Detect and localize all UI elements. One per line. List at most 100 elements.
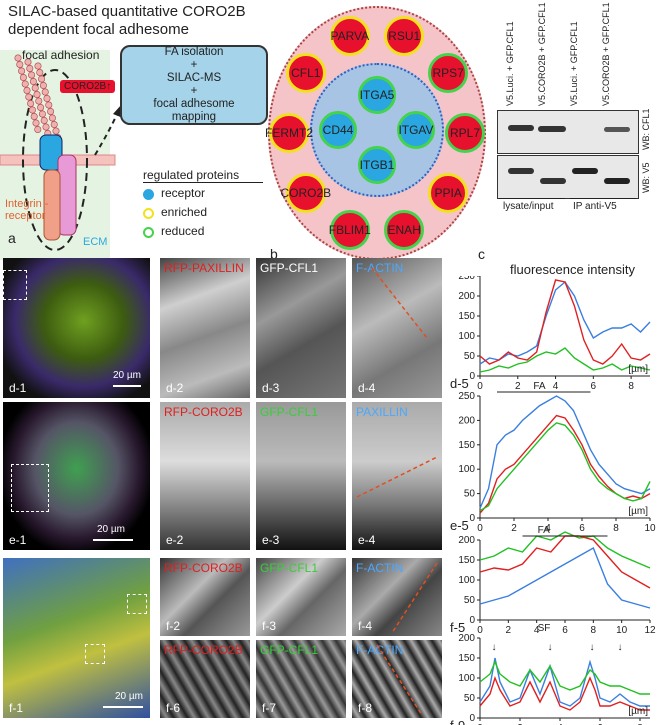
channel-d3: GFP-CFL1 (260, 261, 319, 275)
receptor-itgb1: ITGB1 (358, 146, 396, 184)
x-tick-label: 4 (553, 381, 559, 392)
y-tick-label: 0 (469, 513, 475, 524)
actin-bead (36, 68, 44, 76)
band (508, 168, 534, 174)
roi-box (85, 644, 105, 664)
actin-bead (34, 62, 42, 70)
x-tick-label: 0 (477, 723, 483, 725)
series-line (479, 279, 651, 365)
actin-bead (45, 101, 53, 109)
panel-label: f-5 (450, 620, 465, 635)
protein-enah: ENAH (384, 210, 425, 250)
group2-line (570, 198, 636, 199)
y-tick-label: 50 (464, 489, 476, 500)
band (604, 127, 630, 132)
label-f4: f-4 (358, 619, 373, 633)
legend-dot-enriched (143, 208, 154, 219)
legend-dot-reduced (143, 227, 154, 238)
y-tick-label: 0 (469, 371, 475, 382)
actin-bead (38, 110, 46, 118)
x-tick-label: 6 (591, 381, 597, 392)
channel-d2: RFP-PAXILLIN (164, 261, 244, 275)
legend-label-receptor: receptor (161, 186, 206, 200)
y-tick-label: 150 (458, 440, 475, 451)
x-tick-label: 8 (591, 625, 597, 636)
label-d2: d-2 (166, 381, 184, 395)
coro2b-badge-label: CORO2B (64, 81, 107, 92)
actin-bead (38, 75, 46, 83)
fa-box-line: FA isolation (164, 46, 224, 58)
integrin-label-line2: receptor (5, 210, 46, 222)
actin-bead (24, 58, 32, 66)
x-tick-label: 6 (597, 723, 603, 725)
band (540, 178, 566, 184)
x-tick-label: 12 (644, 625, 656, 636)
y-tick-label: 100 (458, 464, 475, 475)
actin-bead (19, 73, 27, 81)
receptor-itga5: ITGA5 (358, 76, 396, 114)
channel-d4: F-ACTIN (356, 261, 404, 275)
x-unit-label: [µm] (628, 706, 648, 717)
x-tick-label: 4 (545, 523, 551, 534)
y-tick-label: 50 (464, 693, 476, 704)
fa-box-line: focal adhesome (153, 98, 235, 110)
channel-f7: GFP-CFL1 (260, 643, 319, 657)
panel-b-letter: b (270, 246, 278, 262)
x-tick-label: 2 (506, 625, 512, 636)
y-tick-label: 0 (469, 713, 475, 724)
image-f6: RFP-CORO2B f-6 (160, 640, 250, 718)
x-tick-label: 4 (534, 625, 540, 636)
image-d2: RFP-PAXILLIN d-2 (160, 258, 250, 398)
y-tick-label: 200 (458, 291, 475, 302)
group2-label: IP anti-V5 (573, 201, 617, 212)
receptor-itgav: ITGAV (397, 111, 435, 149)
image-f2: RFP-CORO2B f-2 (160, 558, 250, 636)
label-f3: f-3 (262, 619, 277, 633)
image-f3: GFP-CFL1 f-3 (256, 558, 346, 636)
label-e4: e-4 (358, 533, 376, 547)
y-tick-label: 100 (458, 575, 475, 586)
line-profile-path (371, 267, 428, 339)
protein-rsu1: RSU1 (384, 15, 425, 56)
actin-bead (25, 93, 33, 101)
series-line (479, 535, 651, 589)
integrin-label: Integrin - receptor (5, 198, 48, 222)
x-tick-label: 10 (644, 523, 656, 534)
roi-box (127, 594, 147, 614)
line-profile-path (356, 456, 438, 498)
group1-label: lysate/input (503, 201, 554, 212)
legend-label-enriched: enriched (161, 205, 208, 219)
protein-cfl1: CFL1 (285, 53, 326, 94)
integrin-shape (57, 154, 77, 236)
label-e3: e-3 (262, 533, 280, 547)
series-line (479, 347, 651, 373)
y-tick-label: 50 (464, 595, 476, 606)
figure-title: SILAC-based quantitative CORO2B dependen… (8, 3, 246, 39)
actin-bead (41, 88, 49, 96)
y-tick-label: 100 (458, 673, 475, 684)
roi-box (11, 464, 49, 512)
image-d3: GFP-CFL1 d-3 (256, 258, 346, 398)
x-tick-label: 0 (477, 625, 483, 636)
protein-ppia: PPIA (428, 172, 469, 213)
intensity-charts: 05010015020025002468FASF[µm]d-5050100150… (450, 276, 656, 725)
actin-bead (28, 71, 36, 79)
label-f1: f-1 (9, 701, 24, 715)
label-d3: d-3 (262, 381, 280, 395)
channel-f2: RFP-CORO2B (164, 561, 243, 575)
actin-bead (35, 97, 43, 105)
scale-label: 20 µm (97, 524, 125, 535)
x-tick-label: 6 (562, 625, 568, 636)
image-e3: GFP-CFL1 e-3 (256, 402, 346, 550)
actin-bead (16, 60, 24, 68)
protein-fermt2: FERMT2 (265, 113, 313, 153)
down-arrow-icon: ↓ (618, 642, 623, 653)
image-f1: 20 µm f-1 (3, 558, 150, 718)
actin-bead (21, 80, 29, 88)
series-line (479, 546, 651, 609)
actin-bead (43, 94, 51, 102)
actin-bead (42, 123, 50, 131)
fa-isolation-box: FA isolation + SILAC-MS + focal adhesome mapp… (120, 45, 268, 125)
band (538, 126, 566, 132)
image-f4: F-ACTIN f-4 (352, 558, 442, 636)
